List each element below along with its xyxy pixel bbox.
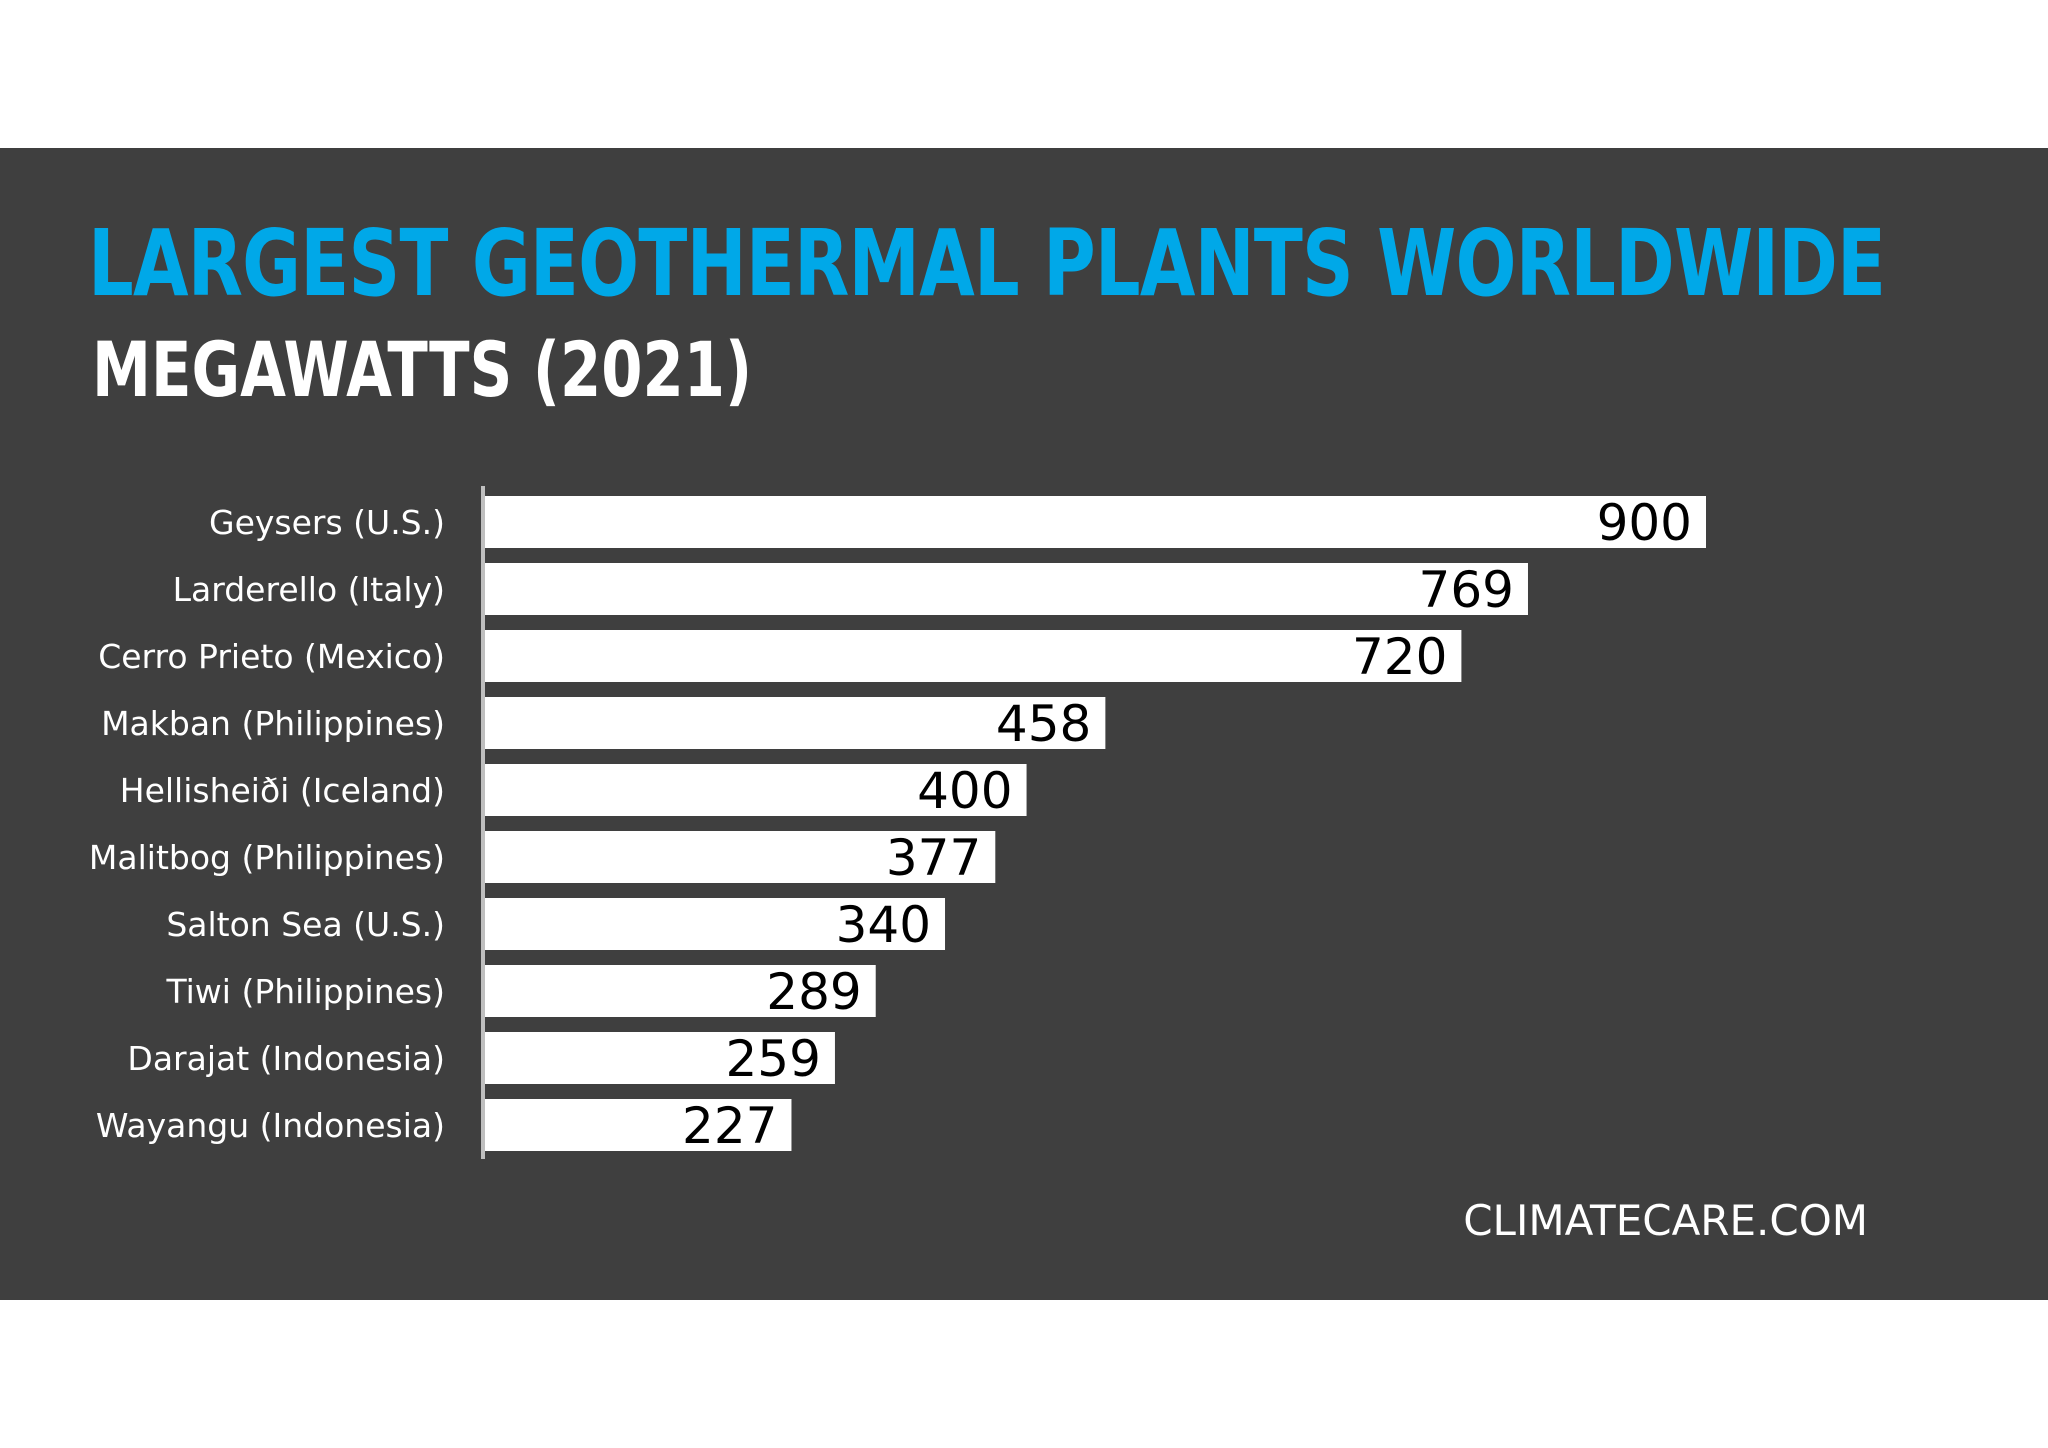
category-label-0: Geysers (U.S.) — [209, 503, 445, 542]
bar-2 — [483, 630, 1462, 682]
category-label-1: Larderello (Italy) — [173, 570, 445, 609]
bar-1 — [483, 563, 1528, 615]
value-label-6: 340 — [836, 896, 931, 954]
category-label-9: Wayangu (Indonesia) — [96, 1106, 445, 1145]
category-label-2: Cerro Prieto (Mexico) — [98, 637, 445, 676]
chart-panel: LARGEST GEOTHERMAL PLANTS WORLDWIDE MEGA… — [0, 148, 2048, 1300]
category-label-5: Malitbog (Philippines) — [89, 838, 445, 877]
bar-7 — [483, 965, 876, 1017]
value-label-7: 289 — [766, 963, 861, 1021]
bar-9 — [483, 1099, 792, 1151]
category-label-3: Makban (Philippines) — [101, 704, 445, 743]
value-label-5: 377 — [886, 829, 981, 887]
value-label-0: 900 — [1597, 494, 1692, 552]
bar-4 — [483, 764, 1027, 816]
chart-title: LARGEST GEOTHERMAL PLANTS WORLDWIDE — [88, 210, 1886, 317]
value-label-8: 259 — [726, 1030, 821, 1088]
category-label-7: Tiwi (Philippines) — [165, 972, 445, 1011]
category-label-4: Hellisheiði (Iceland) — [120, 771, 445, 810]
source-credit: CLIMATECARE.COM — [1463, 1196, 1868, 1245]
value-label-9: 227 — [682, 1097, 777, 1155]
value-label-3: 458 — [996, 695, 1091, 753]
value-label-4: 400 — [917, 762, 1012, 820]
category-label-6: Salton Sea (U.S.) — [166, 905, 445, 944]
chart-subtitle: MEGAWATTS (2021) — [92, 325, 753, 414]
value-label-2: 720 — [1352, 628, 1447, 686]
category-label-8: Darajat (Indonesia) — [127, 1039, 445, 1078]
bar-chart: 900 Geysers (U.S.) 769 Larderello (Italy) 72… — [89, 486, 1706, 1159]
bar-8 — [483, 1032, 835, 1084]
value-label-1: 769 — [1419, 561, 1514, 619]
bar-0 — [483, 496, 1706, 548]
bar-3 — [483, 697, 1106, 749]
bar-6 — [483, 898, 946, 950]
bar-5 — [483, 831, 996, 883]
